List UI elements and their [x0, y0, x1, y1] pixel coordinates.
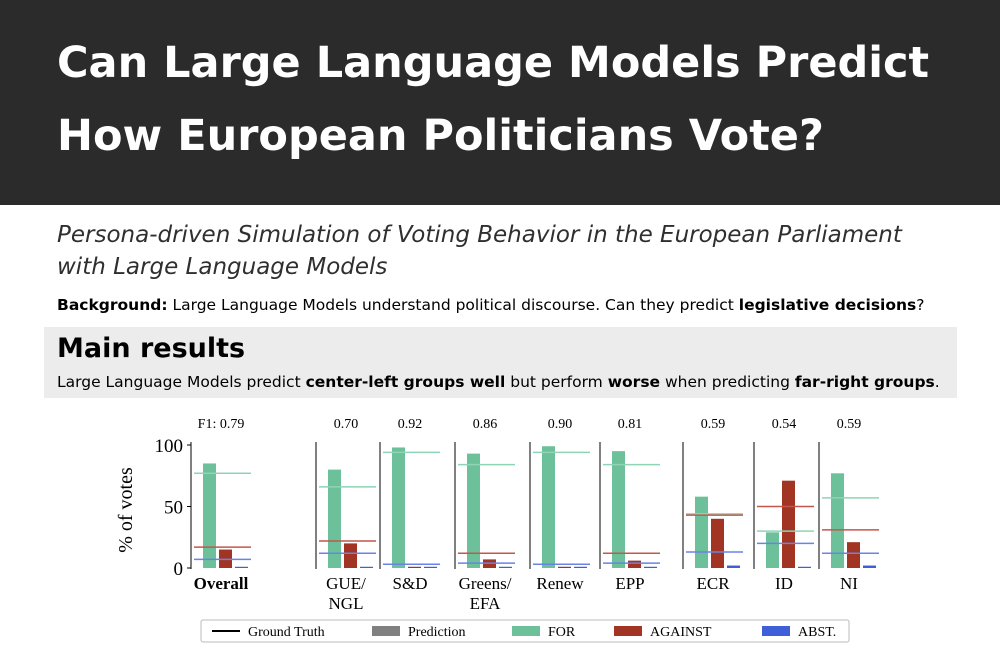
bar-abst [360, 566, 373, 568]
results-text-3: when predicting [660, 373, 795, 391]
bar-abst [424, 566, 437, 568]
results-text-1: Large Language Models predict [57, 373, 306, 391]
y-axis-label: % of votes [115, 467, 137, 553]
group-label: Overall [194, 574, 249, 593]
bar-against [782, 480, 795, 568]
group-label: Renew [536, 574, 584, 593]
bar-for [203, 463, 216, 568]
f1-score-label: 0.54 [772, 417, 797, 432]
legend-label: ABST. [798, 625, 836, 640]
legend-swatch [512, 626, 540, 636]
group-label: NI [840, 574, 858, 593]
results-bold-2: worse [607, 373, 661, 391]
f1-score-label: 0.59 [837, 417, 862, 432]
main-results-box: Main results Large Language Models predi… [44, 327, 957, 398]
legend-label: Prediction [408, 625, 466, 640]
bar-for [467, 453, 480, 568]
bar-against [711, 518, 724, 568]
bar-abst [235, 566, 248, 568]
f1-score-label: 0.90 [548, 417, 573, 432]
bar-for [328, 469, 341, 568]
results-bold-1: center-left groups well [305, 373, 506, 391]
bar-for [695, 496, 708, 568]
legend-label: FOR [548, 625, 576, 640]
bar-abst [499, 566, 512, 568]
bar-for [542, 446, 555, 568]
bar-against [847, 542, 860, 568]
bar-abst [863, 565, 876, 568]
subtitle-line-2: with Large Language Models [57, 254, 388, 280]
legend-swatch [614, 626, 642, 636]
y-tick-label: 50 [164, 498, 183, 519]
background-text-1: Large Language Models understand politic… [167, 296, 739, 314]
subtitle-line-1: Persona-driven Simulation of Voting Beha… [57, 222, 902, 248]
f1-score-label: 0.59 [701, 417, 726, 432]
f1-score-label: F1: 0.79 [198, 417, 245, 432]
bar-against [558, 566, 571, 568]
title-line-1: Can Large Language Models Predict [57, 38, 930, 88]
group-label: GUE/ [326, 574, 366, 593]
bar-against [628, 560, 641, 568]
legend-swatch [372, 626, 400, 636]
group-label: EFA [470, 594, 502, 613]
group-label: ECR [696, 574, 730, 593]
y-tick-label: 0 [174, 559, 184, 580]
f1-score-label: 0.86 [473, 417, 498, 432]
results-bold-3: far-right groups [794, 373, 935, 391]
results-text-4: . [934, 373, 940, 391]
y-tick-label: 100 [155, 436, 184, 457]
f1-score-label: 0.70 [334, 417, 359, 432]
bar-abst [798, 566, 811, 568]
background-label: Background: [57, 296, 168, 314]
bar-for [392, 447, 405, 568]
bar-for [766, 532, 779, 568]
group-label: Greens/ [459, 574, 512, 593]
main-results-title: Main results [57, 333, 246, 364]
bar-for [612, 451, 625, 568]
legend-label: AGAINST [650, 625, 712, 640]
vote-share-chart: % of votes 0 50 100 F1: 0.79 Overall 0.70 GUE/N… [115, 417, 879, 643]
results-text-2: but perform [505, 373, 608, 391]
bar-abst [644, 566, 657, 568]
background-statement: Background: Large Language Models unders… [57, 296, 925, 314]
f1-score-label: 0.92 [398, 417, 423, 432]
background-text-2: ? [916, 296, 925, 314]
main-results-text: Large Language Models predict center-lef… [57, 373, 940, 391]
title-line-2: How European Politicians Vote? [57, 111, 824, 161]
group-label: S&D [393, 574, 428, 593]
group-label: NGL [329, 594, 364, 613]
bar-for [831, 473, 844, 568]
legend-label: Ground Truth [248, 625, 325, 640]
f1-score-label: 0.81 [618, 417, 643, 432]
bar-abst [574, 566, 587, 568]
title-banner: Can Large Language Models Predict How Eu… [0, 0, 1000, 205]
background-bold: legislative decisions [738, 296, 917, 314]
bar-against [408, 566, 421, 568]
bar-abst [727, 565, 740, 568]
group-label: EPP [615, 574, 644, 593]
legend-swatch [762, 626, 790, 636]
bar-against [344, 543, 357, 568]
group-label: ID [775, 574, 793, 593]
